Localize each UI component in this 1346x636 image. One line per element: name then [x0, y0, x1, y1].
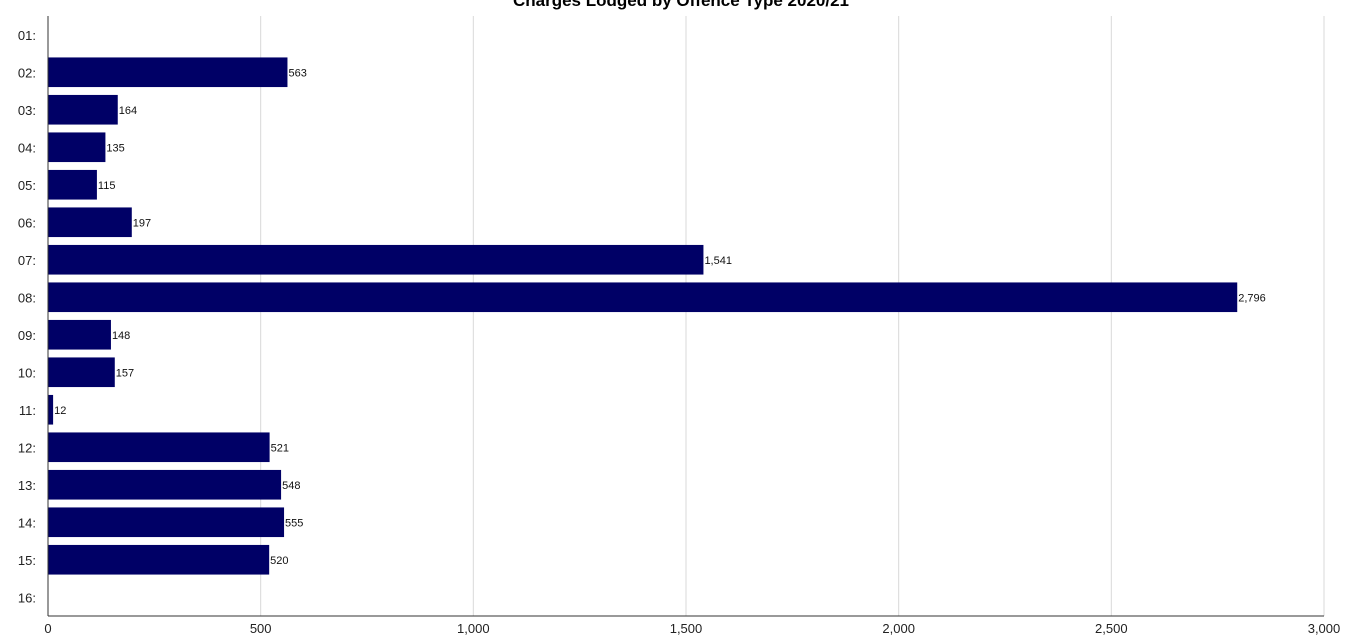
y-tick-label-11: 11:	[19, 403, 36, 418]
bar-08	[48, 282, 1238, 313]
bar-04	[48, 132, 106, 163]
x-tick-label-3000: 3,000	[1308, 621, 1341, 636]
y-tick-label-07: 07:	[18, 253, 36, 268]
y-tick-label-12: 12:	[18, 440, 36, 455]
data-label-12: 521	[271, 442, 289, 454]
data-label-04: 135	[106, 142, 124, 154]
y-tick-label-04: 04:	[18, 140, 36, 155]
y-tick-label-14: 14:	[18, 515, 36, 530]
y-tick-label-06: 06:	[18, 215, 36, 230]
y-tick-label-16: 16:	[18, 590, 36, 605]
data-label-13: 548	[282, 480, 300, 492]
bar-03	[48, 94, 118, 125]
bar-14	[48, 507, 285, 538]
bar-05	[48, 169, 97, 200]
y-tick-label-13: 13:	[18, 478, 36, 493]
y-tick-label-08: 08:	[18, 290, 36, 305]
bars	[48, 57, 1238, 575]
y-tick-label-02: 02:	[18, 65, 36, 80]
bar-10	[48, 357, 115, 388]
bar-02	[48, 57, 288, 88]
data-label-08: 2,796	[1238, 292, 1266, 304]
y-tick-label-03: 03:	[18, 103, 36, 118]
y-tick-label-01: 01:	[18, 28, 36, 43]
bar-09	[48, 319, 111, 350]
grid-lines	[260, 16, 1325, 616]
y-tick-label-09: 09:	[18, 328, 36, 343]
data-label-09: 148	[112, 330, 130, 342]
data-label-07: 1,541	[704, 255, 732, 267]
data-label-10: 157	[116, 367, 134, 379]
x-tick-label-2000: 2,000	[882, 621, 915, 636]
bar-06	[48, 207, 132, 238]
data-labels: 563 164 135 115 197 1,541 2,796 148 157 12 521 548 5…	[54, 67, 1266, 567]
bar-12	[48, 432, 270, 463]
y-tick-label-10: 10:	[18, 365, 36, 380]
x-tick-label-0: 0	[44, 621, 51, 636]
x-tick-label-500: 500	[250, 621, 272, 636]
data-label-15: 520	[270, 555, 288, 567]
data-label-02: 563	[288, 67, 306, 79]
x-tick-label-2500: 2,500	[1095, 621, 1128, 636]
y-tick-label-05: 05:	[18, 178, 36, 193]
chart-title: Charges Lodged by Offence Type 2020/21	[513, 0, 849, 10]
data-label-03: 164	[119, 105, 137, 117]
data-label-14: 555	[285, 517, 303, 529]
data-label-05: 115	[98, 180, 116, 192]
bar-07	[48, 244, 704, 275]
bar-13	[48, 469, 282, 500]
axes: 01: 02: 03: 04: 05: 06: 07: 08: 09: 10: 11: 12: 13: 1…	[18, 16, 1340, 636]
bar-15	[48, 544, 270, 575]
y-tick-label-15: 15:	[18, 553, 36, 568]
bar-11	[48, 394, 54, 425]
data-label-06: 197	[133, 217, 151, 229]
x-tick-label-1500: 1,500	[670, 621, 703, 636]
x-tick-label-1000: 1,000	[457, 621, 490, 636]
data-label-11: 12	[54, 405, 66, 417]
